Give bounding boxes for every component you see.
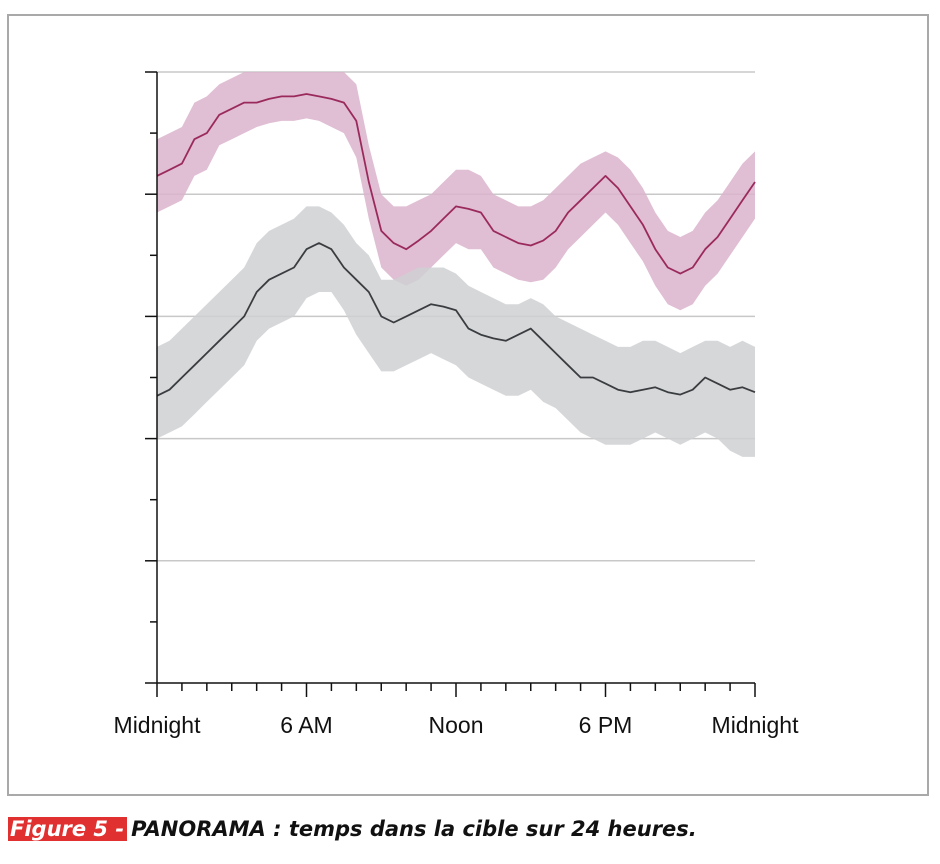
x-tick-label-0: Midnight <box>114 712 202 738</box>
x-tick-label-4: Midnight <box>712 712 800 738</box>
confidence-bands <box>157 72 755 457</box>
axes <box>145 71 756 697</box>
x-tick-labels: Midnight 6 AM Noon 6 PM Midnight <box>114 712 800 738</box>
series-2-line <box>156 242 756 397</box>
x-tick-label-3: 6 PM <box>579 712 633 738</box>
line-chart: Midnight 6 AM Noon 6 PM Midnight <box>114 71 800 738</box>
figure-caption: Figure 5 - PANORAMA : temps dans la cible… <box>8 812 697 846</box>
series-1-band <box>157 72 755 311</box>
x-tick-label-2: Noon <box>429 712 484 738</box>
figure-label: Figure 5 - <box>8 817 128 841</box>
x-tick-label-1: 6 AM <box>280 712 332 738</box>
figure-caption-text: PANORAMA : temps dans la cible sur 24 he… <box>131 817 697 841</box>
series-lines <box>156 93 756 397</box>
series-1-line <box>156 93 756 275</box>
series-2-band <box>157 206 755 457</box>
